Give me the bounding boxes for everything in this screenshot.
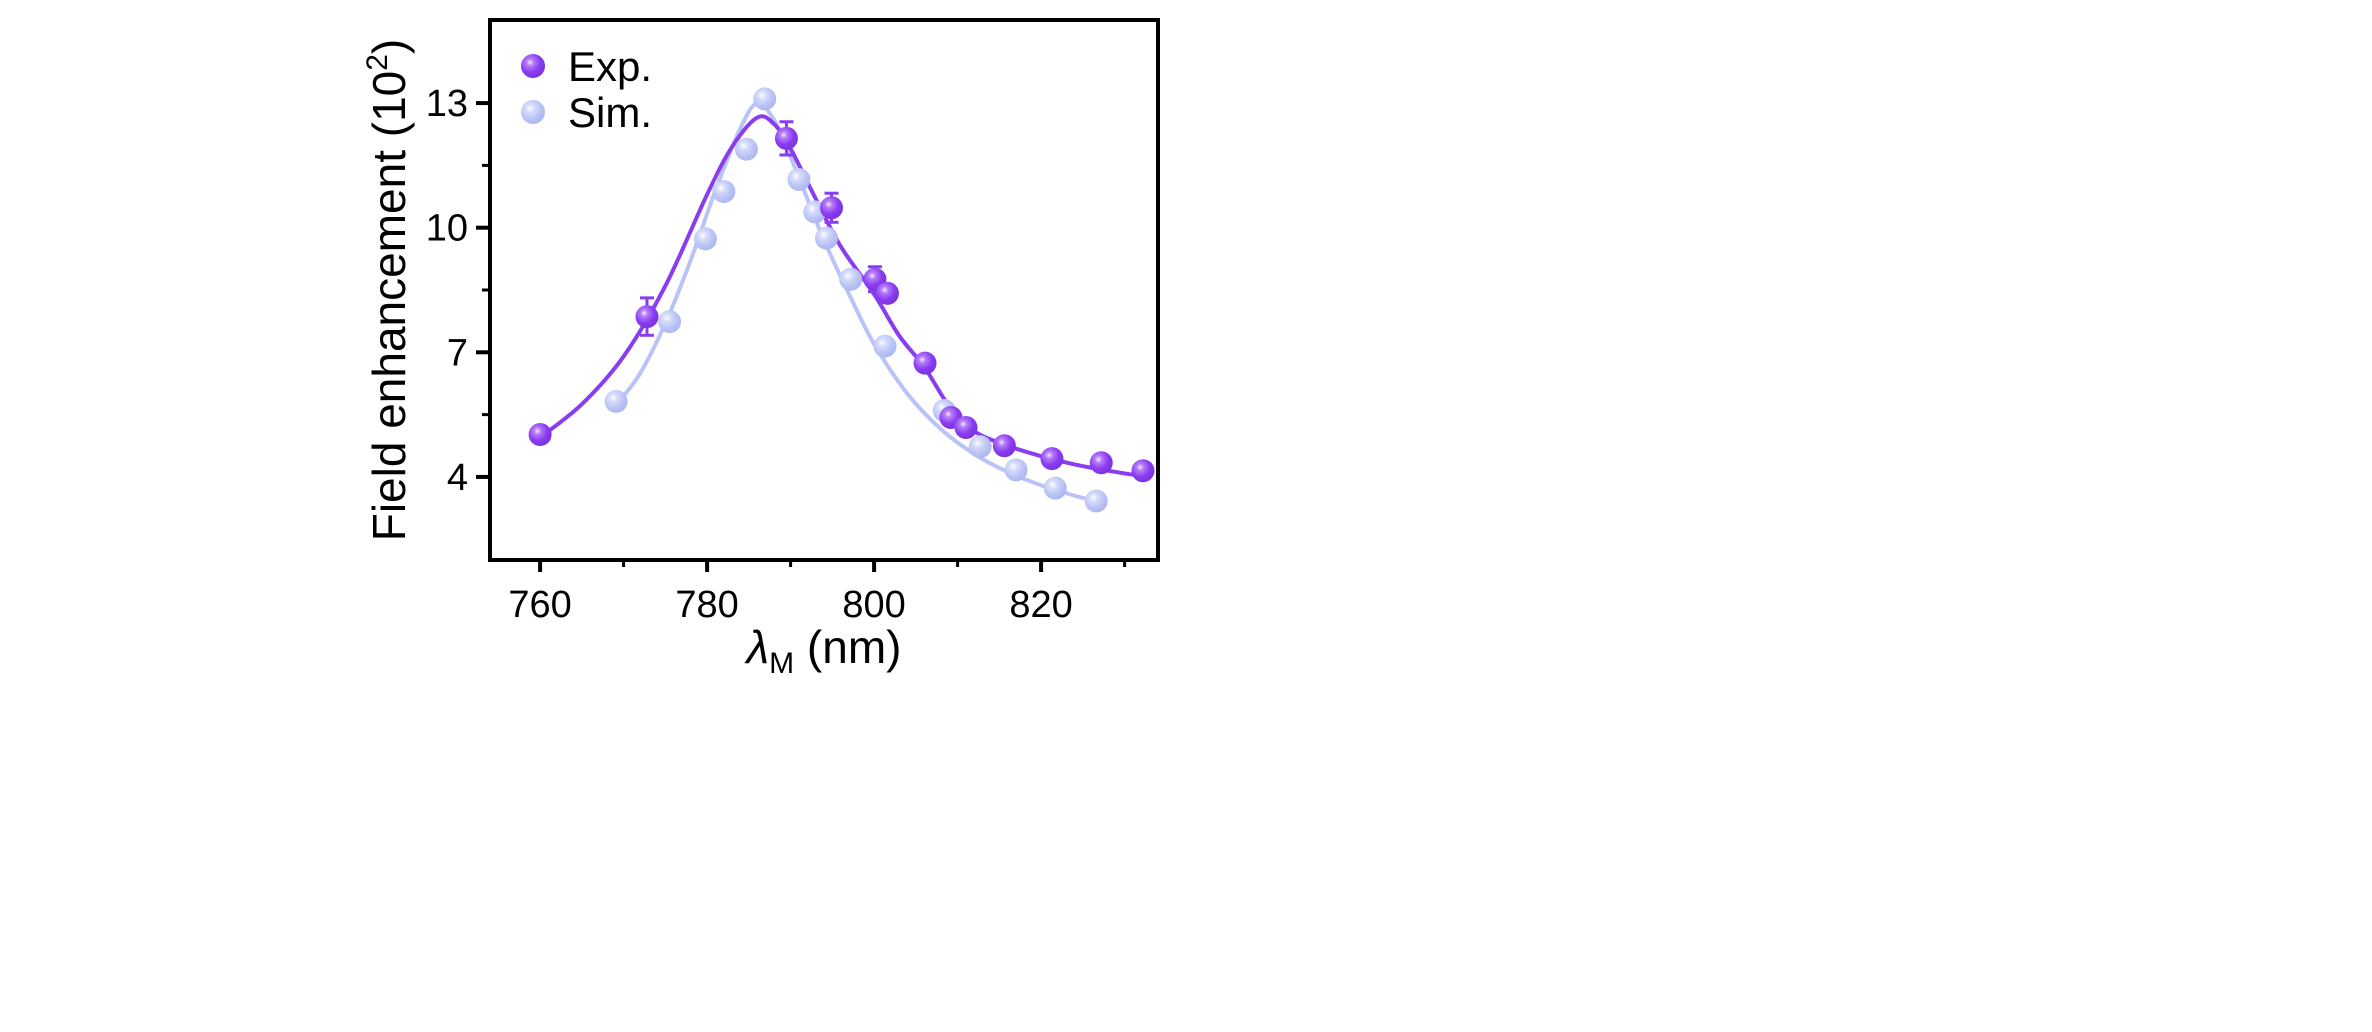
data-point-sim: [734, 137, 758, 161]
y-tick-label: 13: [426, 83, 468, 125]
data-point-sim: [815, 226, 839, 250]
x-tick-label: 820: [1009, 584, 1072, 626]
legend-marker-sim: [521, 100, 545, 124]
data-point-exp: [820, 196, 844, 220]
data-point-sim: [712, 180, 736, 204]
y-tick-label: 7: [447, 332, 468, 374]
x-tick-label: 800: [842, 584, 905, 626]
data-point-sim: [604, 389, 628, 413]
data-point-exp: [954, 415, 978, 439]
data-point-sim: [839, 267, 863, 291]
fit-curve-sim: [613, 101, 1097, 503]
legend: Exp. Sim.: [521, 43, 652, 136]
y-axis-superscript: 2: [361, 54, 394, 71]
data-point-exp: [992, 434, 1016, 458]
data-point-exp: [913, 351, 937, 375]
data-point-exp: [528, 423, 552, 447]
y-tick-label: 10: [426, 208, 468, 250]
y-axis-label-close: ): [363, 39, 415, 54]
data-point-sim: [787, 168, 811, 192]
x-axis-subscript: M: [769, 647, 794, 680]
fit-curves: [538, 101, 1142, 503]
y-axis-label-main: Field enhancement (10: [363, 71, 415, 542]
data-point-exp: [875, 281, 899, 305]
data-point-sim: [658, 310, 682, 334]
x-axis-unit: (nm): [794, 621, 901, 673]
data-point-exp: [1089, 451, 1113, 475]
x-axis-symbol: λ: [744, 621, 770, 673]
data-point-exp: [1131, 459, 1155, 483]
data-point-sim: [873, 334, 897, 358]
x-tick-label: 760: [508, 584, 571, 626]
legend-marker-exp: [521, 54, 545, 78]
plot-frame: [488, 18, 1160, 562]
data-point-exp: [635, 305, 659, 329]
data-points: [528, 87, 1155, 513]
data-point-exp: [1040, 447, 1064, 471]
x-axis-label: λM (nm): [744, 621, 902, 680]
data-point-sim: [1004, 458, 1028, 482]
y-tick-label: 4: [447, 457, 468, 499]
data-point-exp: [774, 126, 798, 150]
y-axis-label: Field enhancement (102): [361, 39, 415, 542]
data-point-sim: [693, 227, 717, 251]
legend-label-sim: Sim.: [568, 89, 652, 136]
data-point-sim: [1084, 489, 1108, 513]
data-point-sim: [753, 87, 777, 111]
data-point-sim: [968, 435, 992, 459]
x-tick-label: 780: [675, 584, 738, 626]
legend-label-exp: Exp.: [568, 43, 652, 90]
fit-curve-exp: [538, 114, 1142, 479]
axes: 760 780 800 820 4 7 10 13: [426, 83, 1127, 626]
data-point-sim: [1043, 476, 1067, 500]
